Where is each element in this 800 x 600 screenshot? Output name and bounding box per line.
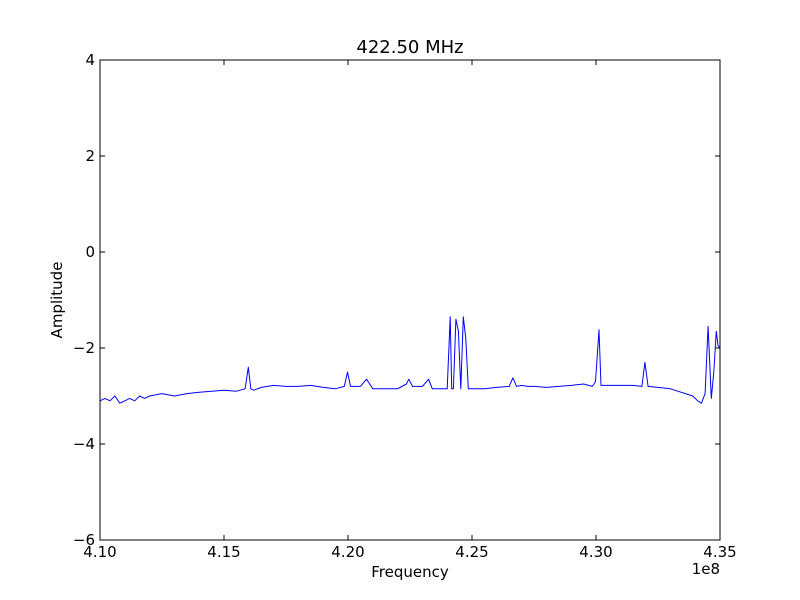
x-tick-label: 4.20 (331, 543, 364, 561)
y-axis-label: Amplitude (48, 262, 66, 339)
y-tick-label: 4 (85, 51, 95, 69)
plot-frame (99, 59, 721, 541)
x-axis-label: Frequency (371, 563, 449, 581)
spectrum-line (99, 316, 721, 404)
chart-title: 422.50 MHz (356, 37, 463, 58)
y-tick-label: 0 (85, 243, 95, 261)
x-tick-label: 4.35 (703, 543, 736, 561)
y-tick-label: −6 (73, 531, 95, 549)
x-tick-label: 4.15 (207, 543, 240, 561)
ticks-layer: 4.10 4.15 4.20 4.25 4.30 4.35 4 2 0 −2 −4 −6 (73, 51, 737, 561)
x-tick-label: 4.25 (455, 543, 488, 561)
y-tick-label: −4 (73, 435, 95, 453)
x-tick-label: 4.10 (83, 543, 116, 561)
x-tick-label: 4.30 (579, 543, 612, 561)
y-tick-label: −2 (73, 339, 95, 357)
plot-area (100, 60, 720, 540)
x-axis-offset-label: 1e8 (692, 560, 720, 578)
y-tick-label: 2 (85, 147, 95, 165)
series-layer (99, 316, 721, 404)
